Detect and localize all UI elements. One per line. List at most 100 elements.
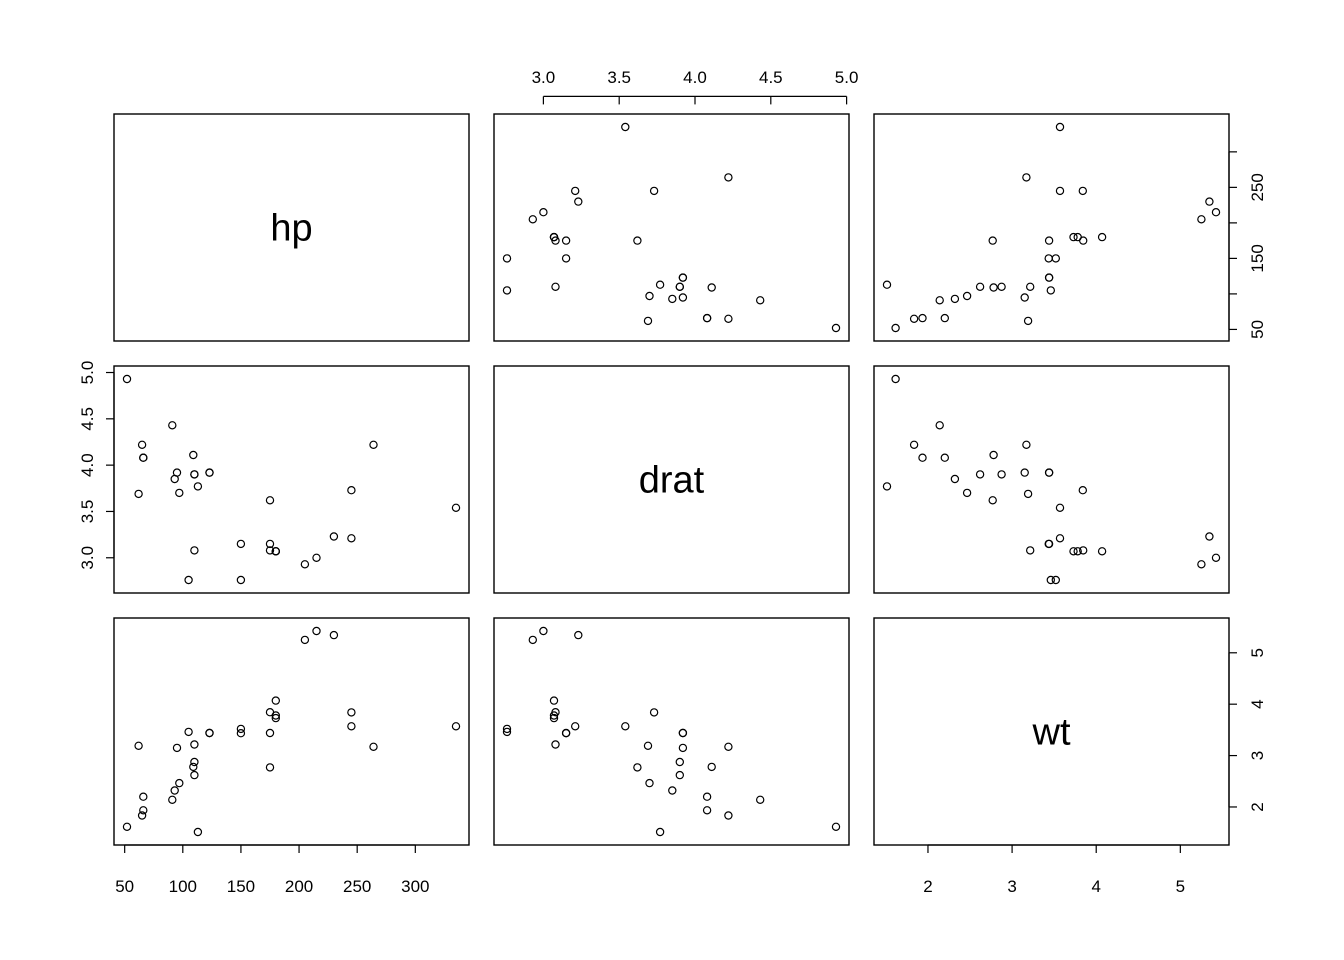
point-hp-vs-wt-20	[962, 291, 972, 301]
point-wt-vs-drat-17	[702, 792, 712, 801]
point-wt-vs-drat-2	[668, 786, 677, 795]
diagonal-label-hp: hp	[270, 208, 312, 250]
bottom-tick-label-hp-5: 300	[401, 877, 429, 896]
left-tick-label-drat-0: 3.0	[78, 546, 97, 570]
point-drat-vs-hp-29	[265, 496, 275, 505]
point-wt-vs-hp-7	[134, 741, 143, 751]
bottom-tick-label-hp-1: 100	[169, 877, 197, 896]
bottom-tick-label-wt-3: 5	[1176, 877, 1185, 896]
point-wt-vs-hp-4	[265, 728, 275, 738]
point-wt-vs-drat-20	[645, 778, 654, 788]
point-wt-vs-drat-14	[528, 635, 538, 645]
point-drat-vs-hp-8	[172, 468, 182, 477]
point-wt-vs-hp-23	[347, 708, 356, 717]
point-drat-vs-wt-21	[1051, 575, 1061, 585]
point-wt-vs-drat-29	[633, 763, 642, 772]
point-hp-vs-drat-2	[668, 294, 677, 304]
point-wt-vs-drat-16	[574, 630, 583, 640]
point-hp-vs-wt-27	[882, 280, 892, 289]
bottom-tick-label-hp-3: 200	[285, 877, 313, 896]
point-hp-vs-wt-15	[1211, 207, 1221, 217]
point-hp-vs-drat-3	[551, 282, 560, 291]
bottom-tick-label-wt-1: 3	[1007, 877, 1016, 896]
point-drat-vs-hp-24	[265, 546, 275, 555]
point-drat-vs-wt-3	[1025, 546, 1035, 555]
left-tick-label-drat-2: 4.0	[78, 453, 97, 477]
point-wt-vs-drat-7	[643, 741, 653, 751]
point-drat-vs-wt-17	[940, 453, 950, 462]
point-wt-vs-hp-30	[451, 722, 461, 731]
right-tick-label-wt-0: 2	[1248, 802, 1267, 811]
right-tick-label-wt-3: 5	[1248, 648, 1267, 657]
point-drat-vs-wt-31	[989, 450, 998, 460]
point-drat-vs-wt-11	[1097, 547, 1107, 556]
point-wt-vs-drat-26	[756, 795, 765, 805]
point-hp-vs-wt-17	[940, 313, 950, 323]
point-wt-vs-drat-18	[831, 822, 841, 832]
point-wt-vs-hp-21	[236, 724, 246, 734]
point-wt-vs-hp-25	[139, 806, 148, 815]
point-wt-vs-drat-28	[724, 742, 733, 752]
top-tick-label-drat-3: 4.5	[759, 68, 783, 87]
point-drat-vs-hp-30	[451, 503, 461, 512]
point-wt-vs-hp-17	[139, 792, 148, 801]
right-tick-label-hp-4: 250	[1248, 173, 1267, 201]
panel-wt-vs-hp	[113, 617, 470, 846]
point-wt-vs-hp-24	[265, 708, 275, 717]
point-drat-vs-wt-7	[1023, 489, 1033, 499]
point-drat-vs-hp-14	[300, 560, 310, 569]
point-hp-vs-drat-16	[574, 197, 583, 206]
point-wt-vs-hp-1	[190, 757, 199, 767]
point-hp-vs-wt-23	[1078, 186, 1088, 196]
point-wt-vs-drat-31	[707, 762, 716, 772]
point-wt-vs-drat-21	[502, 724, 512, 734]
point-hp-vs-wt-25	[918, 313, 927, 323]
point-wt-vs-hp-28	[369, 742, 378, 752]
point-wt-vs-hp-18	[122, 822, 132, 832]
left-tick-label-drat-3: 4.5	[78, 407, 97, 431]
point-wt-vs-hp-6	[347, 722, 356, 731]
point-drat-vs-wt-22	[1044, 539, 1053, 549]
point-hp-vs-wt-21	[1051, 254, 1061, 263]
point-hp-vs-drat-18	[831, 323, 841, 333]
point-drat-vs-wt-10	[1044, 468, 1054, 477]
panel-wt-vs-drat	[493, 617, 850, 846]
point-wt-vs-hp-26	[168, 795, 177, 805]
panel-drat-vs-wt	[873, 365, 1230, 594]
point-hp-vs-wt-5	[1046, 286, 1056, 295]
point-drat-vs-hp-26	[168, 421, 177, 430]
point-drat-vs-wt-26	[935, 421, 944, 430]
point-drat-vs-hp-7	[134, 489, 143, 499]
point-drat-vs-hp-23	[347, 486, 356, 495]
bottom-tick-label-hp-0: 50	[115, 877, 134, 896]
point-drat-vs-hp-13	[271, 547, 280, 556]
point-hp-vs-wt-0	[975, 282, 985, 291]
point-drat-vs-wt-1	[997, 470, 1006, 479]
point-hp-vs-drat-6	[571, 186, 580, 196]
point-wt-vs-hp-27	[193, 827, 203, 837]
point-hp-vs-drat-19	[724, 314, 733, 323]
point-wt-vs-hp-2	[170, 786, 179, 795]
point-hp-vs-wt-7	[1023, 316, 1033, 326]
point-drat-vs-hp-19	[137, 440, 147, 449]
point-wt-vs-drat-1	[675, 757, 685, 767]
point-drat-vs-wt-29	[988, 496, 997, 505]
point-hp-vs-wt-11	[1097, 232, 1107, 242]
point-drat-vs-wt-27	[882, 482, 892, 491]
point-hp-vs-wt-22	[1044, 254, 1053, 263]
point-hp-vs-drat-30	[621, 122, 630, 132]
right-tick-label-wt-1: 3	[1248, 751, 1267, 760]
point-drat-vs-wt-2	[950, 474, 960, 484]
point-hp-vs-wt-3	[1025, 282, 1035, 291]
point-hp-vs-drat-29	[633, 236, 642, 245]
point-wt-vs-hp-8	[172, 743, 182, 753]
point-drat-vs-hp-22	[236, 539, 246, 549]
point-drat-vs-hp-1	[190, 470, 199, 479]
point-wt-vs-drat-30	[621, 722, 630, 731]
point-drat-vs-wt-13	[1073, 547, 1082, 556]
point-wt-vs-drat-0	[675, 770, 685, 780]
point-hp-vs-drat-25	[702, 313, 712, 323]
point-hp-vs-drat-27	[655, 280, 665, 289]
point-drat-vs-wt-15	[1211, 553, 1221, 563]
